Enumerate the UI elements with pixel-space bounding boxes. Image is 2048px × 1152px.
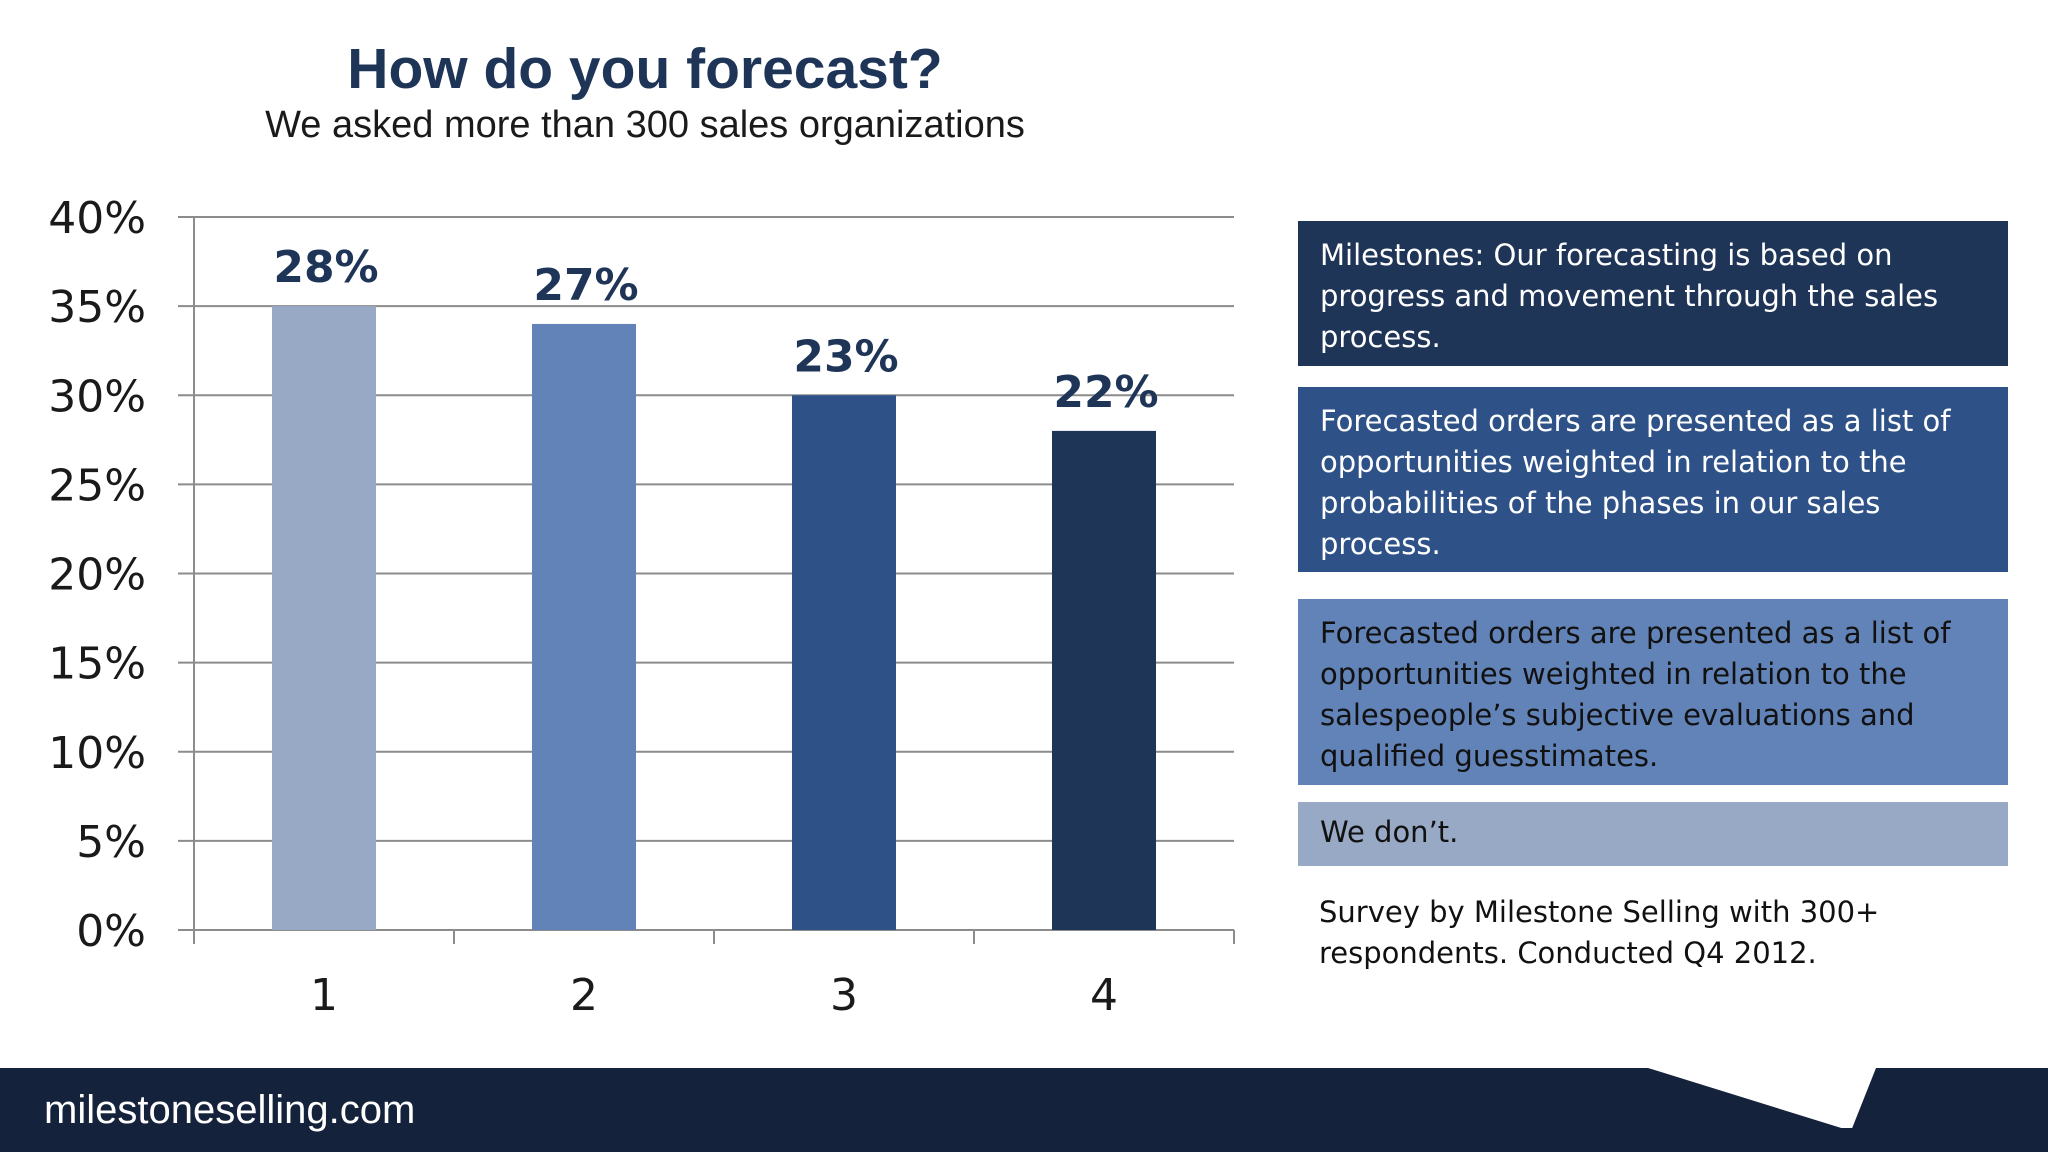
y-tick-label: 35% [48,282,146,333]
page-title: How do you forecast? [347,37,943,101]
footer-notch-shape [1648,1068,1876,1128]
y-tick-label: 5% [76,817,146,868]
x-tick-label: 3 [830,970,858,1021]
legend-item-milestones: Milestones: Our forecasting is based on … [1298,221,2008,366]
y-tick-label: 40% [48,193,146,244]
bar [1052,430,1156,930]
legend-item-we-dont: We don’t. [1298,802,2008,866]
x-tick-label: 2 [570,970,598,1021]
bar [272,306,376,930]
survey-note: Survey by Milestone Selling with 300+ re… [1319,895,1880,970]
legend-item-weighted-probabilities: Forecasted orders are presented as a lis… [1298,387,2008,572]
y-tick-label: 10% [48,728,146,779]
y-tick-label: 0% [76,906,146,957]
bar-chart: 0% 5% 10% 15% 20% 25% 30% 35% 40% 28% 1 27% 2 23% 3 22%… [48,193,1235,1021]
bar [532,323,636,930]
data-label: 27% [533,260,638,311]
x-tick-label: 1 [310,970,338,1021]
y-tick-label: 30% [48,371,146,422]
page-subtitle: We asked more than 300 sales organizatio… [265,104,1025,146]
data-label: 23% [793,331,898,382]
y-tick-label: 20% [48,550,146,601]
x-tick-label: 4 [1090,970,1118,1021]
bar [792,395,896,930]
footer-website: milestoneselling.com [44,1088,416,1132]
y-tick-label: 15% [48,639,146,690]
legend-item-subjective-evaluations: Forecasted orders are presented as a lis… [1298,599,2008,785]
data-label: 28% [273,242,378,293]
y-tick-label: 25% [48,460,146,511]
data-label: 22% [1053,367,1158,418]
